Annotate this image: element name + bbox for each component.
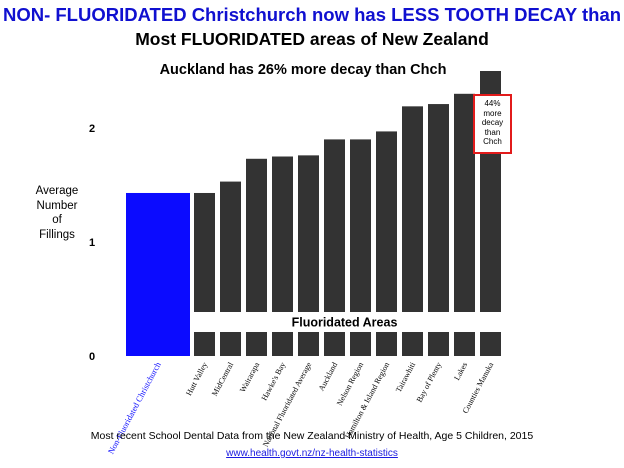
y-axis-label: Average Number of Fillings: [28, 184, 86, 242]
bars-layer: [126, 71, 501, 357]
y-axis-label-line-3: of: [52, 214, 62, 226]
y-axis-label-line-2: Number: [36, 199, 78, 212]
bar-6: [298, 155, 319, 356]
y-ticks-layer: 0 1 2: [89, 123, 95, 363]
x-tick-label-2: Hutt Valley: [184, 361, 209, 397]
x-tick-label-8: Nelson Region: [335, 361, 365, 407]
fluoridated-band-bg: [192, 312, 505, 332]
x-tick-label-11: Bay of Plenty: [415, 361, 444, 404]
callout-line-5: Chch: [483, 137, 502, 146]
fluoridated-band: Fluoridated Areas: [192, 312, 505, 332]
bar-10: [402, 106, 423, 356]
x-tick-label-12: Lakes: [452, 361, 469, 382]
bar-7: [324, 139, 345, 356]
x-tick-label-10: Tairawhiti: [394, 360, 418, 394]
x-tick-label-7: Auckland: [317, 361, 340, 393]
y-tick-label-0: 0: [89, 351, 95, 363]
bar-9: [376, 131, 397, 356]
x-tick-label-3: MidCentral: [210, 360, 236, 397]
y-axis-label-line-1: Average: [35, 185, 79, 197]
x-tick-label-4: Wairarapa: [238, 360, 261, 393]
bar-11: [428, 104, 449, 356]
callout-line-4: than: [484, 127, 501, 137]
callout-line-1: 44%: [484, 99, 501, 108]
y-tick-label-1: 1: [89, 237, 95, 249]
bar-4: [246, 158, 267, 356]
source-link[interactable]: www.health.govt.nz/nz-health-statistics: [226, 448, 398, 459]
source-note: Most recent School Dental Data from the …: [90, 430, 534, 442]
x-tick-label-5: Hawke's Bay: [260, 361, 288, 402]
subtitle: Auckland has 26% more decay than Chch: [159, 62, 447, 78]
bar-8: [350, 139, 371, 356]
bar-5: [272, 156, 293, 356]
y-tick-label-2: 2: [89, 123, 95, 135]
title-line-2: Most FLUORIDATED areas of New Zealand: [135, 29, 489, 49]
callout-box: 44% more decay than Chch: [473, 94, 512, 154]
title-line-1: NON- FLUORIDATED Christchurch now has LE…: [2, 4, 622, 25]
bar-12: [454, 93, 475, 357]
bar-1: [126, 192, 190, 356]
callout-line-3: decay: [481, 118, 504, 127]
y-axis-label-line-4: Fillings: [39, 228, 75, 241]
callout-line-2: more: [483, 108, 502, 118]
fluoridated-label: Fluoridated Areas: [292, 316, 398, 330]
